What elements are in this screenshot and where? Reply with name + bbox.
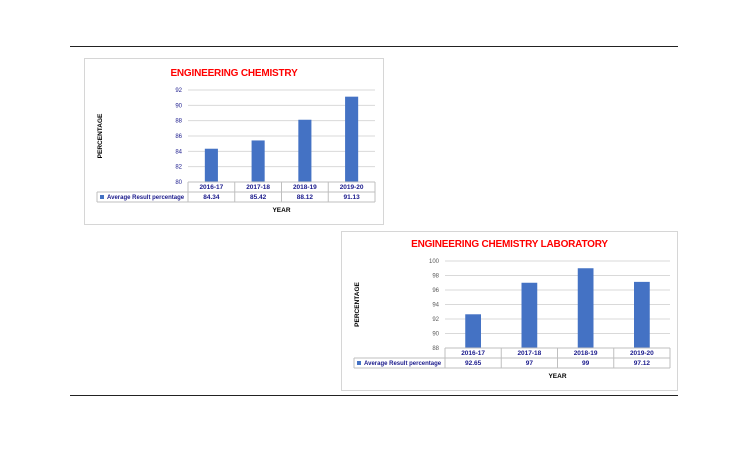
chart-svg-chemistry-laboratory: 88 90 92 94 96 98 100 2016-17 92.65 2017-18 97 2018…: [353, 259, 671, 380]
y-tick-label: 84: [175, 149, 182, 155]
x-tick-label: 2019-20: [630, 350, 654, 357]
legend-key: [100, 195, 104, 199]
bar: [577, 268, 594, 348]
x-axis-title: YEAR: [272, 207, 290, 214]
y-tick-label: 90: [432, 332, 439, 338]
chart-panel-chemistry-laboratory: ENGINEERING CHEMISTRY LABORATORY 88 90 92 9…: [341, 231, 678, 391]
y-tick-label: 96: [432, 288, 439, 294]
bar: [251, 140, 265, 182]
y-tick-label: 92: [175, 88, 182, 94]
chart-title: ENGINEERING CHEMISTRY LABORATORY: [411, 239, 608, 250]
x-tick-label: 2018-19: [574, 350, 598, 357]
y-tick-label: 86: [175, 134, 182, 140]
y-axis-title: PERCENTAGE: [97, 113, 104, 158]
y-tick-label: 80: [175, 180, 182, 186]
chart-title: ENGINEERING CHEMISTRY: [170, 68, 298, 79]
data-label: 84.34: [203, 194, 220, 201]
legend-key: [357, 361, 361, 365]
x-tick-label: 2016-17: [461, 350, 485, 357]
y-tick-label: 94: [432, 303, 439, 309]
x-tick-label: 2018-19: [293, 184, 317, 191]
y-tick-label: 90: [175, 103, 182, 109]
x-tick-label: 2017-18: [246, 184, 270, 191]
data-label: 97.12: [634, 360, 651, 367]
legend-label: Average Result percentage: [364, 361, 442, 367]
top-rule: [70, 46, 678, 47]
x-tick-label: 2017-18: [517, 350, 541, 357]
bar: [521, 282, 538, 348]
data-label: 91.13: [343, 194, 360, 201]
data-label: 97: [526, 360, 534, 367]
bar: [345, 96, 359, 182]
y-axis-title: PERCENTAGE: [354, 282, 361, 327]
legend-label: Average Result percentage: [107, 195, 185, 201]
y-tick-label: 88: [175, 119, 182, 125]
y-tick-label: 92: [432, 317, 439, 323]
y-tick-label: 88: [432, 346, 439, 352]
y-tick-label: 100: [429, 259, 440, 265]
chart-svg-chemistry: 80 82 84 86 88 90 92 2016-17 84.34 2017-18 85.42 20…: [96, 88, 376, 214]
x-tick-label: 2016-17: [199, 184, 223, 191]
bottom-rule: [70, 395, 678, 396]
data-label: 88.12: [297, 194, 314, 201]
bar: [465, 314, 481, 348]
y-tick-label: 82: [175, 165, 182, 171]
x-axis-title: YEAR: [548, 373, 566, 380]
chart-panel-chemistry: ENGINEERING CHEMISTRY 80 82 84 86 88 90 92 2016…: [84, 58, 384, 225]
x-tick-label: 2019-20: [340, 184, 364, 191]
bar: [634, 281, 650, 348]
bar: [204, 148, 218, 182]
data-label: 92.65: [465, 360, 482, 367]
y-tick-label: 98: [432, 274, 439, 280]
data-label: 99: [582, 360, 590, 367]
data-label: 85.42: [250, 194, 267, 201]
bar: [298, 119, 312, 182]
